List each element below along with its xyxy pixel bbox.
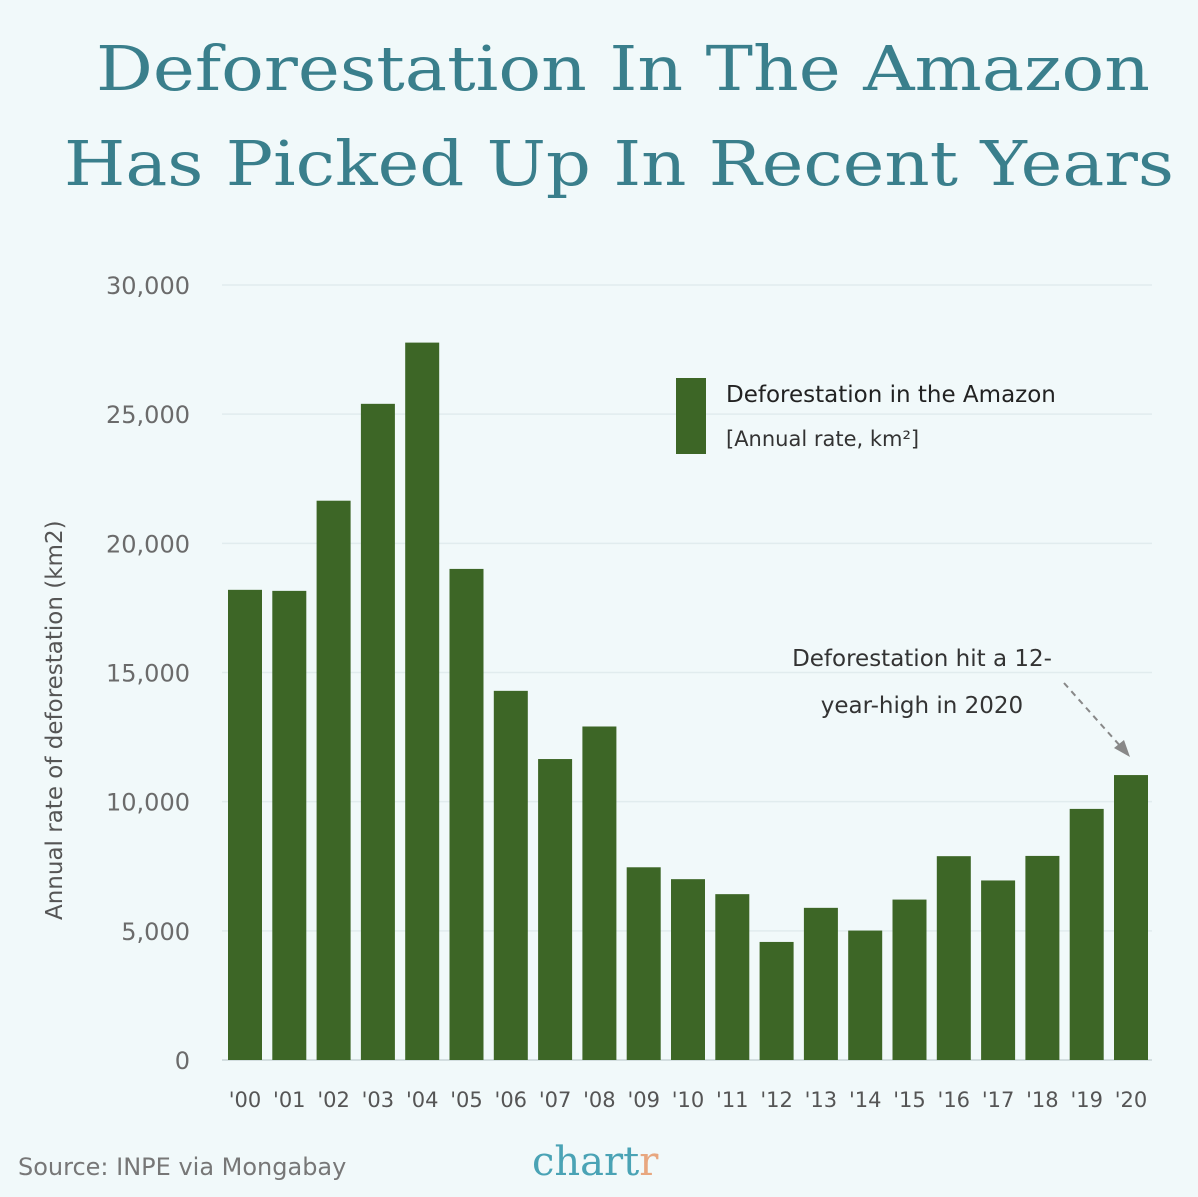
y-tick-label: 25,000 [106, 401, 190, 429]
x-tick-label: '06 [495, 1088, 528, 1112]
x-tick-label: '09 [627, 1088, 660, 1112]
bar [759, 941, 794, 1060]
bar [936, 856, 971, 1060]
source-text: Source: INPE via Mongabay [18, 1153, 346, 1181]
annotation-arrow [1063, 682, 1123, 749]
title-line-2: Has Picked Up In Recent Years [64, 127, 1174, 200]
bar [1114, 775, 1148, 1060]
y-axis-label: Annual rate of deforestation (km2) [42, 520, 68, 920]
y-tick-label: 5,000 [121, 918, 190, 946]
x-tick-label: '11 [716, 1088, 749, 1112]
x-tick-label: '05 [450, 1088, 483, 1112]
bar [316, 500, 351, 1060]
bar [1069, 808, 1104, 1060]
bar [848, 930, 883, 1060]
x-tick-label: '19 [1070, 1088, 1103, 1112]
x-tick-label: '10 [672, 1088, 705, 1112]
bars [228, 342, 1148, 1060]
annotation-line-2: year-high in 2020 [821, 693, 1023, 719]
legend-swatch [676, 378, 706, 454]
bar [493, 690, 528, 1060]
x-tick-label: '20 [1115, 1088, 1148, 1112]
x-tick-label: '03 [362, 1088, 395, 1112]
bar [538, 759, 573, 1060]
bar [671, 879, 705, 1060]
legend-sublabel: [Annual rate, km²] [726, 427, 919, 451]
x-tick-label: '04 [406, 1088, 439, 1112]
x-tick-label: '17 [982, 1088, 1015, 1112]
bar [1025, 855, 1060, 1060]
bar [715, 894, 750, 1060]
x-tick-label: '14 [849, 1088, 882, 1112]
bar [449, 568, 484, 1060]
y-axis-ticks: 0 5,000 10,000 15,000 20,000 25,000 30,000 [106, 272, 190, 1075]
y-tick-label: 20,000 [106, 530, 190, 558]
bar [228, 589, 262, 1060]
x-tick-label: '02 [317, 1088, 350, 1112]
bar [582, 726, 617, 1060]
chartr-logo: chartr [532, 1139, 659, 1185]
bar [405, 342, 440, 1060]
annotation: Deforestation hit a 12- year-high in 202… [792, 646, 1130, 757]
y-tick-label: 30,000 [106, 272, 190, 300]
logo-main: chart [532, 1139, 639, 1185]
x-tick-label: '00 [229, 1088, 262, 1112]
y-tick-label: 10,000 [106, 789, 190, 817]
legend-label: Deforestation in the Amazon [726, 382, 1056, 408]
x-tick-label: '08 [583, 1088, 616, 1112]
logo-accent: r [639, 1139, 659, 1185]
bar [626, 867, 661, 1060]
x-tick-label: '12 [760, 1088, 793, 1112]
bar [981, 880, 1016, 1060]
x-tick-label: '01 [273, 1088, 306, 1112]
x-tick-label: '15 [893, 1088, 926, 1112]
bar [803, 907, 838, 1060]
legend: Deforestation in the Amazon [Annual rate… [676, 378, 1056, 454]
annotation-line-1: Deforestation hit a 12- [792, 646, 1052, 672]
title-line-1: Deforestation In The Amazon [96, 32, 1150, 105]
bar [360, 403, 395, 1060]
bar [272, 590, 307, 1060]
x-tick-label: '07 [539, 1088, 572, 1112]
y-tick-label: 15,000 [106, 660, 190, 688]
arrowhead-icon [1114, 740, 1130, 757]
y-tick-label: 0 [175, 1047, 190, 1075]
x-axis-ticks: '00 '01 '02 '03 '04 '05 '06 '07 '08 '09 '10 '11 '12 '… [229, 1088, 1148, 1112]
x-tick-label: '13 [805, 1088, 838, 1112]
bar [892, 899, 927, 1060]
x-tick-label: '16 [938, 1088, 971, 1112]
x-tick-label: '18 [1026, 1088, 1059, 1112]
